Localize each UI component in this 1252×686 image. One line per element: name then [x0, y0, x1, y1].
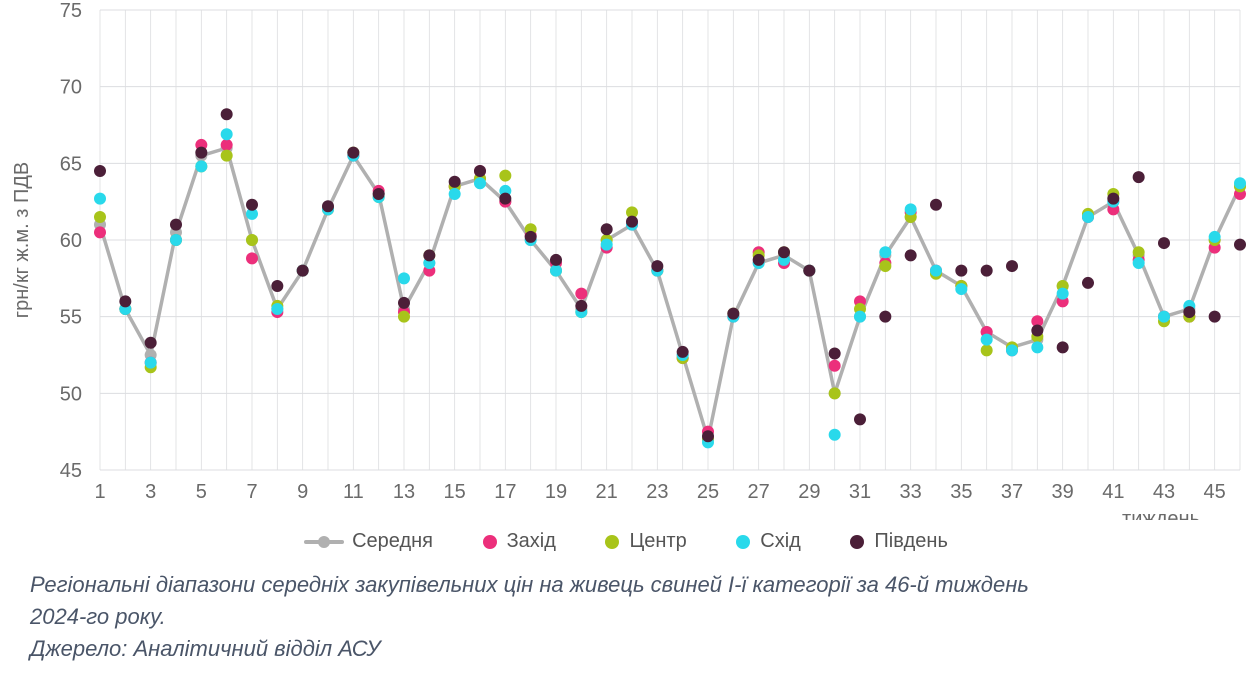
svg-text:41: 41: [1102, 481, 1124, 503]
legend-item-center: Центр: [605, 530, 686, 553]
legend-marker-line: [304, 540, 344, 544]
svg-text:43: 43: [1153, 481, 1175, 503]
legend-item-south: Південь: [850, 530, 947, 553]
svg-text:65: 65: [60, 153, 82, 175]
legend-item-east: Схід: [736, 530, 801, 553]
svg-text:45: 45: [60, 460, 82, 482]
svg-text:25: 25: [697, 481, 719, 503]
caption-line-2: 2024-го року.: [30, 602, 1230, 633]
svg-text:15: 15: [444, 481, 466, 503]
svg-text:5: 5: [196, 481, 207, 503]
svg-text:грн/кг ж.м. з ПДВ: грн/кг ж.м. з ПДВ: [11, 162, 33, 318]
price-chart: 4550556065707513579111315171921232527293…: [0, 0, 1252, 520]
svg-text:27: 27: [748, 481, 770, 503]
svg-text:39: 39: [1052, 481, 1074, 503]
legend: Середня Захід Центр Схід Південь: [0, 530, 1252, 553]
legend-label: Південь: [874, 530, 947, 553]
legend-label: Схід: [760, 530, 801, 553]
svg-text:9: 9: [297, 481, 308, 503]
caption-source: Джерело: Аналітичний відділ АСУ: [30, 634, 1230, 665]
legend-marker-dot: [605, 535, 619, 549]
caption-line-1: Регіональні діапазони середніх закупівел…: [30, 570, 1230, 601]
svg-text:23: 23: [646, 481, 668, 503]
svg-text:37: 37: [1001, 481, 1023, 503]
legend-marker-dot: [736, 535, 750, 549]
chart-container: { "chart": { "type": "line-with-markers"…: [0, 0, 1252, 686]
legend-label: Середня: [352, 530, 433, 553]
svg-text:13: 13: [393, 481, 415, 503]
svg-text:60: 60: [60, 230, 82, 252]
legend-label: Захід: [507, 530, 556, 553]
svg-text:35: 35: [950, 481, 972, 503]
svg-text:55: 55: [60, 307, 82, 329]
svg-text:50: 50: [60, 383, 82, 405]
svg-text:19: 19: [545, 481, 567, 503]
svg-text:75: 75: [60, 0, 82, 22]
legend-marker-dot: [483, 535, 497, 549]
svg-text:7: 7: [246, 481, 257, 503]
legend-item-average: Середня: [304, 530, 433, 553]
legend-label: Центр: [629, 530, 686, 553]
svg-text:33: 33: [900, 481, 922, 503]
svg-text:11: 11: [343, 481, 364, 503]
legend-item-west: Захід: [483, 530, 556, 553]
svg-text:17: 17: [494, 481, 516, 503]
svg-text:45: 45: [1204, 481, 1226, 503]
svg-text:3: 3: [145, 481, 156, 503]
svg-text:тиждень: тиждень: [1122, 508, 1200, 520]
svg-text:31: 31: [849, 481, 871, 503]
svg-text:70: 70: [60, 77, 82, 99]
legend-marker-dot: [850, 535, 864, 549]
svg-text:21: 21: [596, 481, 618, 503]
svg-text:29: 29: [798, 481, 820, 503]
svg-text:1: 1: [94, 481, 105, 503]
